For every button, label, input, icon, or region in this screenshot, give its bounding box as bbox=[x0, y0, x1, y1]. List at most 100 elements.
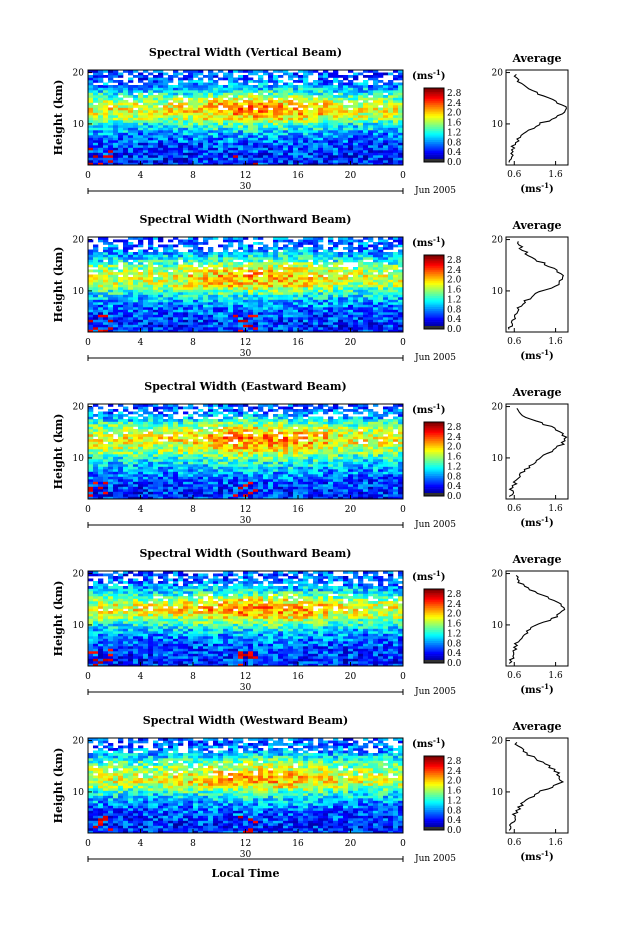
colorbar-segment bbox=[424, 457, 444, 460]
average-line bbox=[508, 741, 565, 831]
colorbar-unit: (ms-1) bbox=[412, 235, 445, 249]
x-tick-label: 0 bbox=[85, 839, 91, 849]
average-y-tick-label: 10 bbox=[492, 788, 504, 798]
colorbar-segment bbox=[424, 603, 444, 606]
colorbar-segment bbox=[424, 89, 444, 92]
colorbar-tick-label: 1.2 bbox=[447, 462, 461, 472]
colorbar-segment bbox=[424, 106, 444, 109]
colorbar-segment bbox=[424, 290, 444, 293]
y-tick-label: 10 bbox=[73, 621, 85, 631]
colorbar-segment bbox=[424, 626, 444, 629]
colorbar-tick-label: 0.0 bbox=[447, 325, 462, 335]
colorbar-segment bbox=[424, 440, 444, 443]
x-tick-label: 0 bbox=[400, 839, 406, 849]
average-y-tick-label: 10 bbox=[492, 287, 504, 297]
colorbar-segment bbox=[424, 99, 444, 102]
colorbar-segment bbox=[424, 631, 444, 634]
date-label: Jun 2005 bbox=[414, 854, 456, 864]
colorbar-segment bbox=[424, 449, 444, 452]
colorbar-segment bbox=[424, 444, 444, 447]
colorbar-segment bbox=[424, 785, 444, 788]
colorbar-segment bbox=[424, 152, 444, 155]
colorbar-tick-label: 2.8 bbox=[447, 757, 462, 767]
average-x-tick-label: 0.6 bbox=[507, 337, 522, 347]
y-axis-label: Height (km) bbox=[52, 80, 65, 156]
x-tick-label: 8 bbox=[190, 505, 196, 515]
average-y-tick-label: 20 bbox=[492, 403, 504, 413]
colorbar-segment bbox=[424, 793, 444, 796]
colorbar-segment bbox=[424, 147, 444, 150]
colorbar-segment bbox=[424, 119, 444, 122]
x-tick-label: 8 bbox=[190, 672, 196, 682]
x-tick-label: 4 bbox=[138, 839, 144, 849]
colorbar-segment bbox=[424, 759, 444, 762]
x-tick-label: 20 bbox=[345, 505, 357, 515]
heatmap bbox=[88, 70, 404, 166]
colorbar-segment bbox=[424, 273, 444, 276]
colorbar-unit: (ms-1) bbox=[412, 68, 445, 82]
average-profile: Average 10 20 0.6 1.6(ms-1) bbox=[492, 219, 569, 362]
colorbar-segment bbox=[424, 655, 444, 658]
colorbar-segment bbox=[424, 104, 444, 107]
colorbar-tick-label: 2.0 bbox=[447, 443, 462, 453]
colorbar-segment bbox=[424, 805, 444, 809]
colorbar-segment bbox=[424, 314, 444, 317]
colorbar-tick-label: 0.8 bbox=[447, 806, 462, 816]
x-tick-label: 8 bbox=[190, 338, 196, 348]
colorbar-segment bbox=[424, 613, 444, 616]
colorbar-segment bbox=[424, 466, 444, 469]
colorbar-segment bbox=[424, 460, 444, 463]
colorbar-segment bbox=[424, 475, 444, 478]
average-title: Average bbox=[511, 386, 561, 399]
colorbar-segment bbox=[424, 262, 444, 265]
colorbar-segment bbox=[424, 770, 444, 773]
y-tick-label: 20 bbox=[73, 403, 85, 413]
colorbar-segment bbox=[424, 299, 444, 302]
colorbar-segment bbox=[424, 796, 444, 799]
colorbar-segment bbox=[424, 817, 444, 820]
x-tick-label: 12 bbox=[240, 338, 251, 348]
x-tick-label: 12 bbox=[240, 505, 251, 515]
x-tick-label: 16 bbox=[292, 672, 304, 682]
average-x-label: (ms-1) bbox=[520, 181, 553, 195]
colorbar-tick-label: 0.0 bbox=[447, 492, 462, 502]
colorbar-segment bbox=[424, 136, 444, 139]
colorbar-under bbox=[424, 159, 444, 162]
colorbar-segment bbox=[424, 601, 444, 605]
colorbar-segment bbox=[424, 756, 444, 759]
colorbar-segment bbox=[424, 820, 444, 823]
colorbar-segment bbox=[424, 653, 444, 656]
colorbar-segment bbox=[424, 422, 444, 425]
colorbar-tick-label: 1.6 bbox=[447, 286, 462, 296]
average-line bbox=[508, 73, 567, 163]
panel-1: Spectral Width (Northward Beam) 10 20 Heigh… bbox=[52, 213, 569, 363]
colorbar-segment bbox=[424, 93, 444, 96]
colorbar-unit: (ms-1) bbox=[412, 736, 445, 750]
colorbar-segment bbox=[424, 486, 444, 489]
colorbar-segment bbox=[424, 488, 444, 491]
colorbar-tick-label: 1.2 bbox=[447, 128, 461, 138]
colorbar-segment bbox=[424, 306, 444, 309]
colorbar-segment bbox=[424, 293, 444, 296]
colorbar-segment bbox=[424, 453, 444, 456]
colorbar-segment bbox=[424, 279, 444, 282]
average-y-tick-label: 20 bbox=[492, 570, 504, 580]
date-label: Jun 2005 bbox=[414, 520, 456, 530]
x-tick-label: 12 bbox=[240, 839, 251, 849]
x-tick-label: 20 bbox=[345, 672, 357, 682]
colorbar-segment bbox=[424, 121, 444, 124]
colorbar-segment bbox=[424, 822, 444, 825]
y-tick-label: 10 bbox=[73, 788, 85, 798]
colorbar-segment bbox=[424, 802, 444, 805]
colorbar-segment bbox=[424, 761, 444, 764]
average-x-tick-label: 0.6 bbox=[507, 504, 522, 514]
colorbar-segment bbox=[424, 126, 444, 129]
day-label: 30 bbox=[240, 850, 252, 860]
x-axis-label: Local Time bbox=[212, 867, 280, 880]
colorbar-segment bbox=[424, 258, 444, 261]
colorbar-under bbox=[424, 660, 444, 663]
colorbar-segment bbox=[424, 596, 444, 599]
day-label: 30 bbox=[240, 683, 252, 693]
average-x-label: (ms-1) bbox=[520, 682, 553, 696]
